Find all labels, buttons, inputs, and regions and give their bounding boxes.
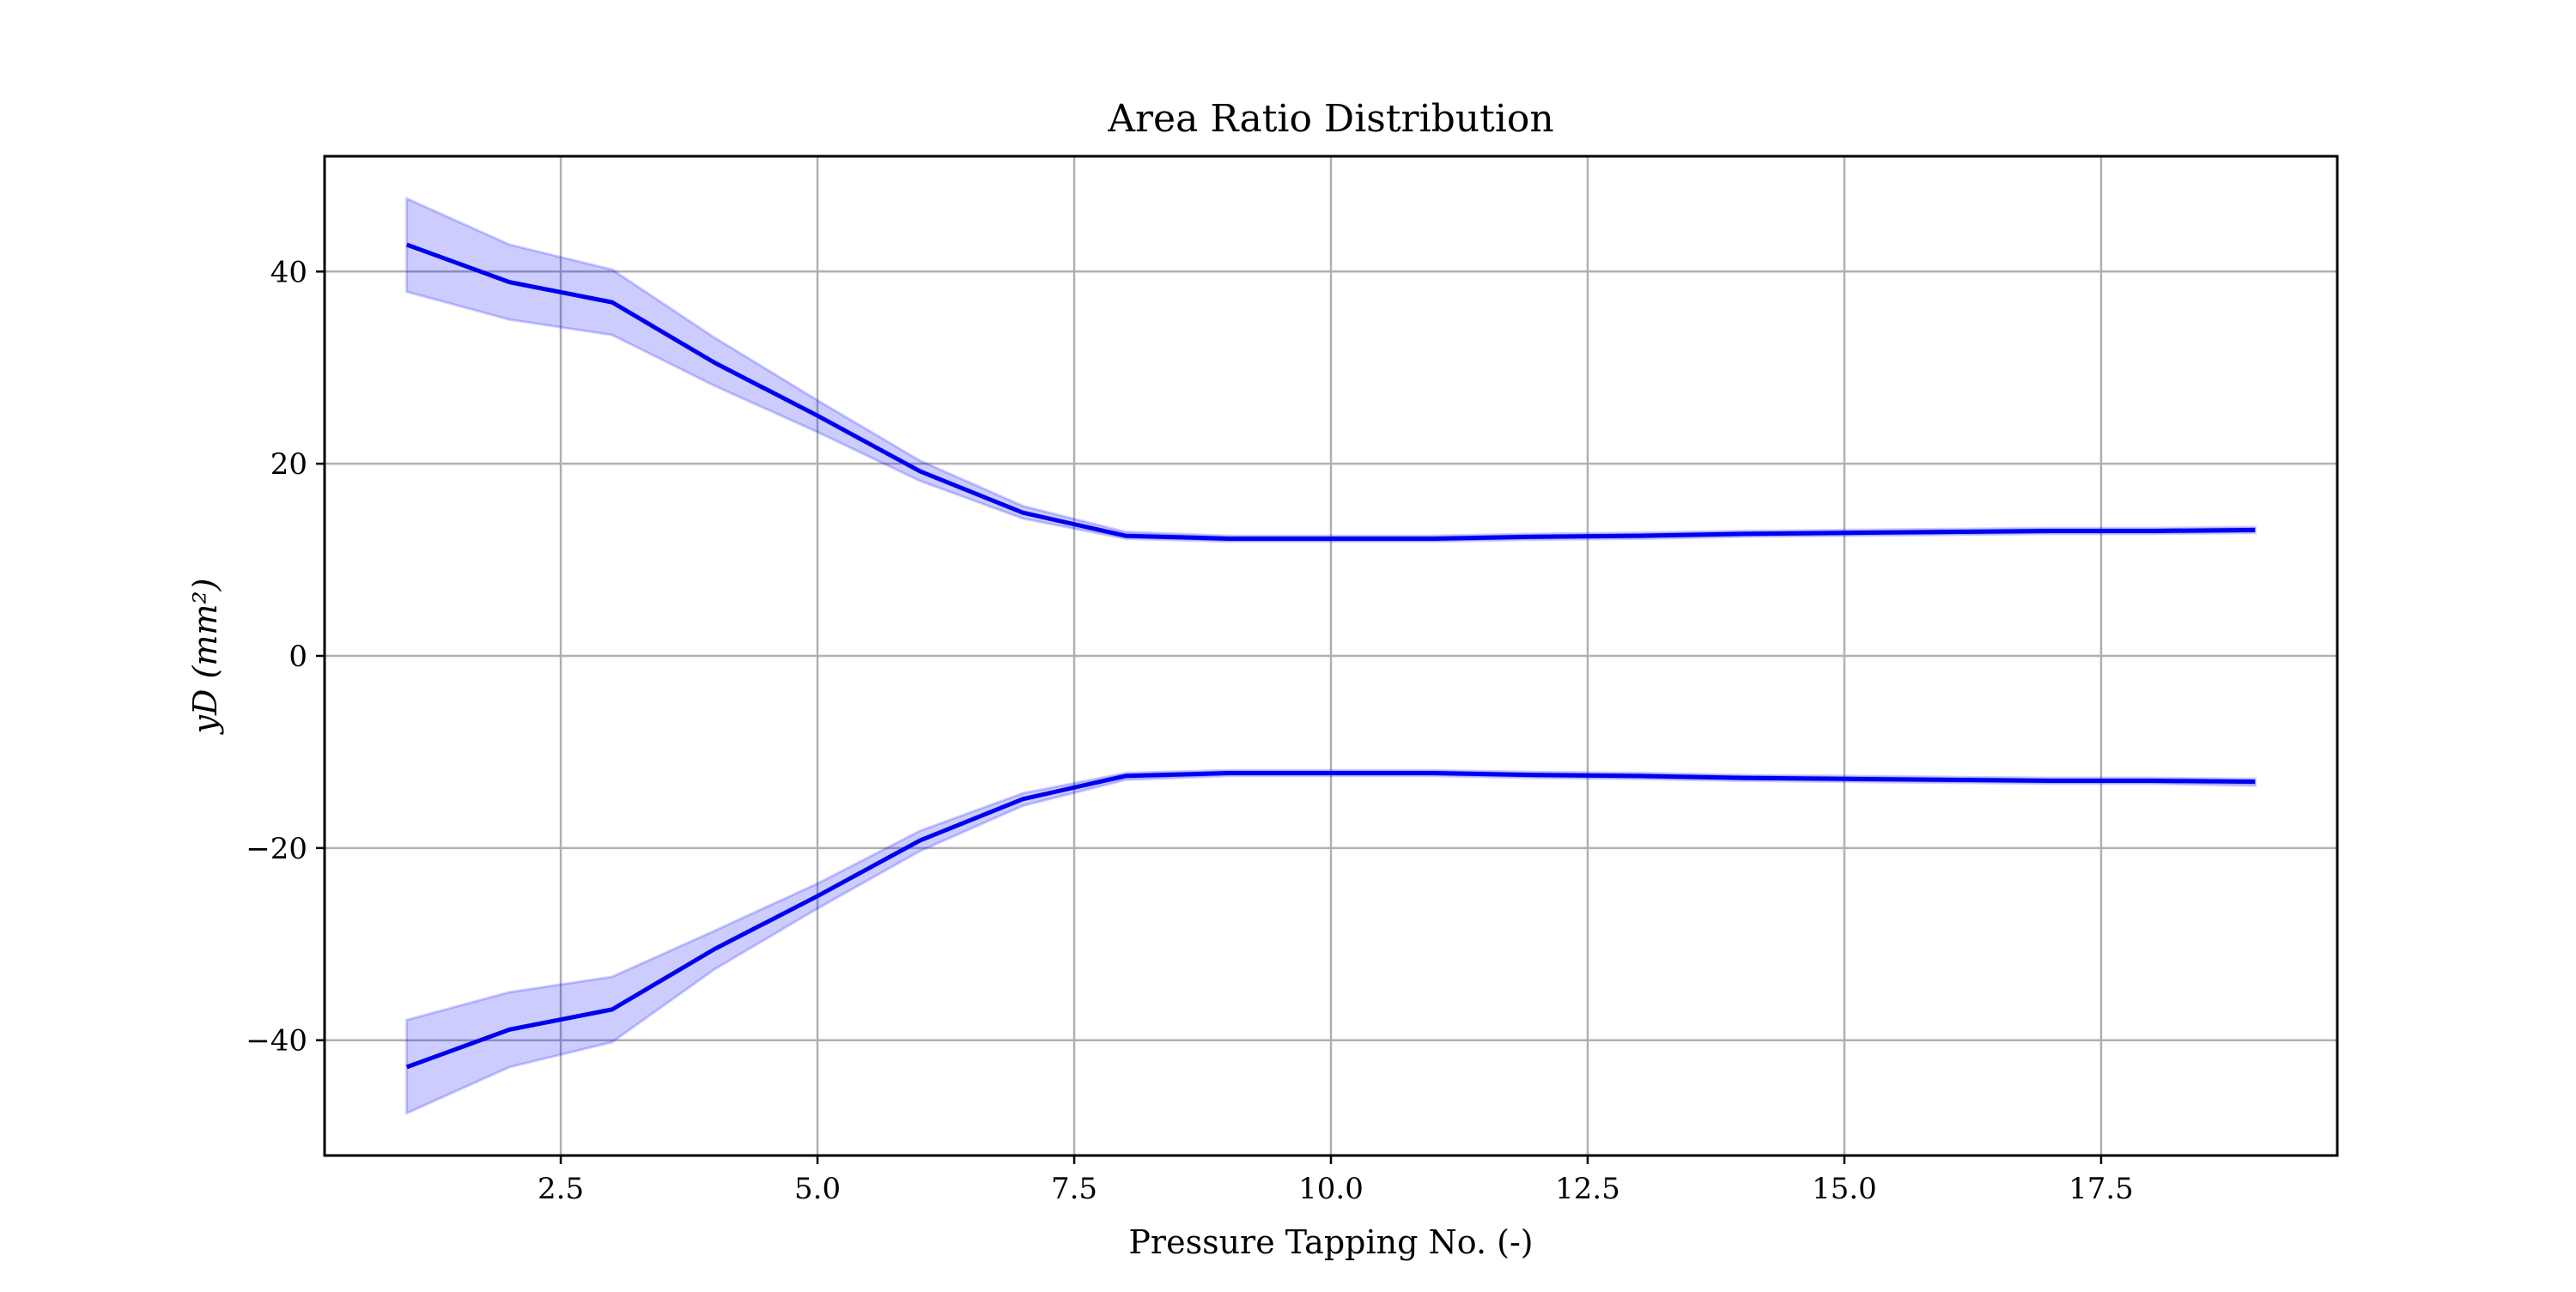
y-tick-label: 20	[270, 447, 307, 482]
x-axis-label: Pressure Tapping No. (-)	[1128, 1223, 1533, 1261]
y-tick-label: 40	[270, 255, 307, 289]
y-axis: −40 −20 0 20 40	[246, 255, 325, 1058]
x-tick-label: 17.5	[2069, 1172, 2134, 1206]
x-tick-label: 7.5	[1051, 1172, 1097, 1206]
x-tick-label: 5.0	[794, 1172, 841, 1206]
x-axis: 2.5 5.0 7.5 10.0 12.5 15.0 17.5	[538, 1156, 2134, 1206]
y-tick-label: −40	[246, 1024, 307, 1058]
x-tick-label: 2.5	[538, 1172, 584, 1206]
x-tick-label: 10.0	[1298, 1172, 1364, 1206]
y-tick-label: −20	[246, 832, 307, 866]
chart-title: Area Ratio Distribution	[1107, 97, 1553, 141]
x-tick-label: 15.0	[1812, 1172, 1877, 1206]
x-tick-label: 12.5	[1555, 1172, 1620, 1206]
y-tick-label: 0	[289, 640, 307, 674]
y-axis-label: yD (mm²)	[186, 579, 224, 736]
